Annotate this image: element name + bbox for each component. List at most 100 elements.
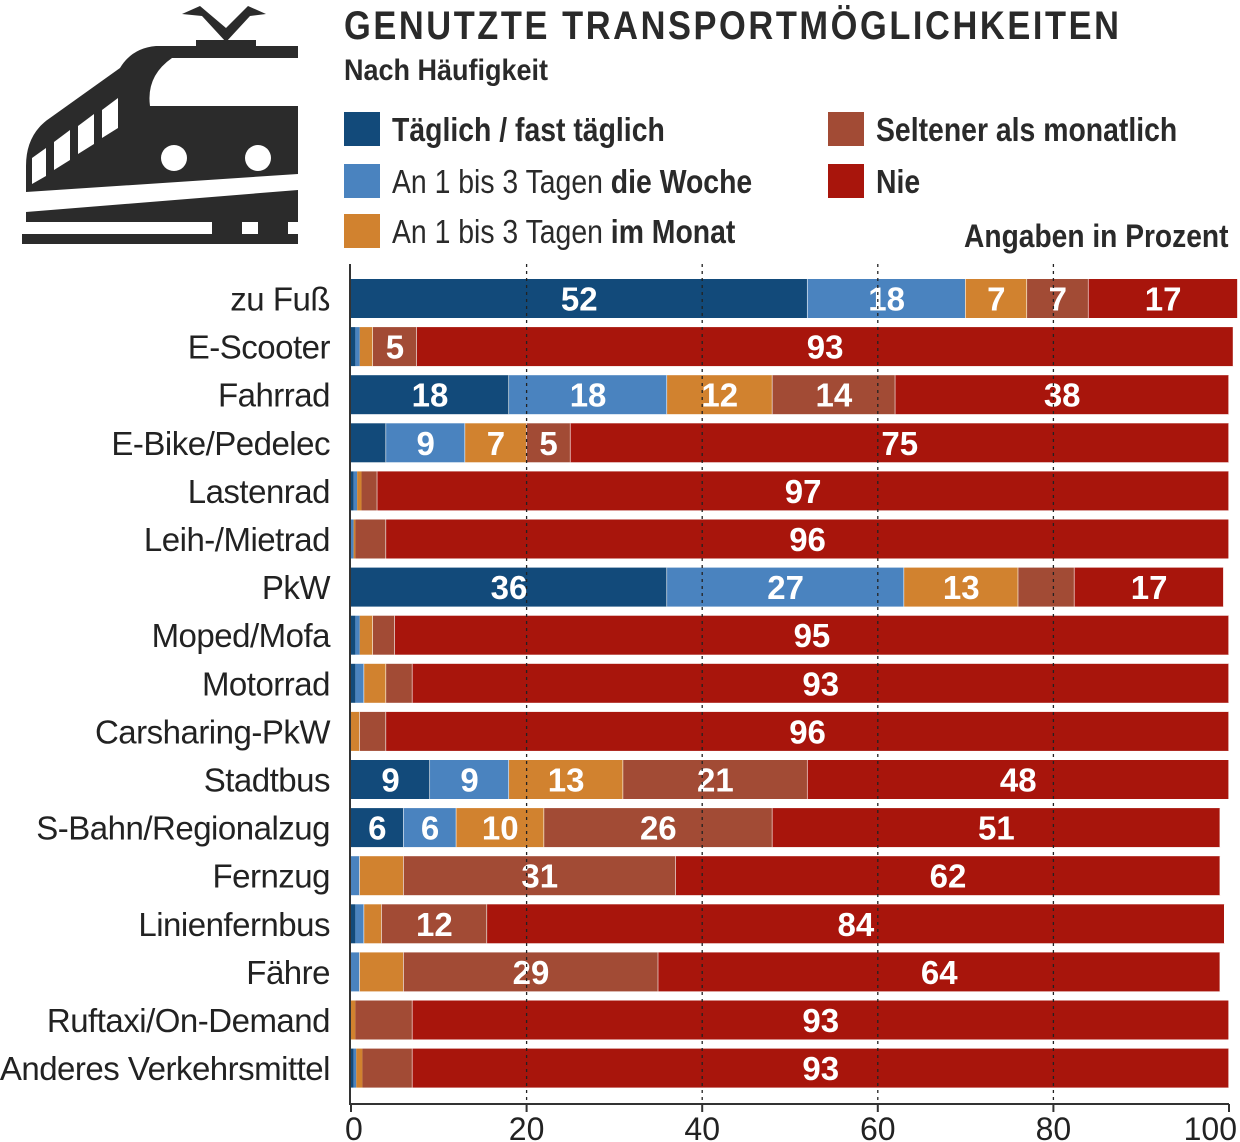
bar-segment (355, 1000, 413, 1040)
bar-segment (386, 663, 413, 703)
bar-segment (351, 375, 510, 415)
bar-segment (355, 327, 360, 367)
data-label: 62 (930, 858, 967, 895)
category-label: Ruftaxi/On-Demand (47, 1002, 330, 1039)
data-label: 13 (943, 569, 980, 606)
bar-segment (430, 760, 510, 799)
bar-segment (412, 1000, 1230, 1040)
bar-segment (351, 327, 356, 367)
x-tick-label: 100 (1184, 1111, 1237, 1142)
data-label: 96 (789, 713, 826, 750)
bar-segment (509, 760, 624, 799)
legend-swatch-rarely (828, 112, 864, 146)
bar-segment (351, 471, 354, 511)
bar-segment (965, 279, 1028, 318)
category-label: Stadtbus (204, 762, 330, 799)
x-tick-label: 20 (509, 1111, 545, 1142)
bar-segment (456, 808, 545, 848)
data-label: 84 (837, 906, 874, 943)
bar-segment (1018, 567, 1075, 607)
bar-segment (351, 760, 431, 799)
bar-segment (1027, 279, 1089, 318)
data-label: 12 (701, 377, 738, 414)
bar-segment (355, 904, 365, 944)
legend-swatch-daily (344, 112, 380, 146)
data-label: 5 (386, 329, 404, 366)
category-label: Moped/Mofa (152, 617, 332, 654)
bar-segment (412, 663, 1230, 703)
bar-segment (465, 423, 527, 463)
bar-segment (351, 279, 808, 318)
bar-segment (658, 952, 1221, 992)
bar-segment (904, 567, 1019, 607)
bar-segment (355, 615, 360, 655)
bar-segment (351, 856, 360, 896)
category-label: Anderes Verkehrsmittel (0, 1050, 330, 1087)
bar-segment (667, 567, 905, 607)
category-label: E-Bike/Pedelec (111, 425, 330, 462)
data-label: 29 (513, 954, 550, 991)
bar-segment (372, 615, 395, 655)
bar-segment (351, 808, 404, 848)
data-label: 12 (416, 906, 453, 943)
category-label: Linienfernbus (138, 906, 330, 943)
train-icon (22, 6, 298, 244)
bar-segment (807, 279, 966, 318)
bar-segment (359, 615, 373, 655)
bar-segment (351, 423, 387, 463)
bar-segment (351, 663, 356, 703)
bar-segment (355, 663, 365, 703)
bar-segment (412, 1048, 1230, 1088)
legend-label-daily: Täglich / fast täglich (392, 111, 665, 148)
bar-segment (416, 327, 1234, 367)
data-label: 75 (881, 425, 918, 462)
data-label: 26 (640, 810, 677, 847)
bar-segment (895, 375, 1229, 415)
bar-segment (357, 471, 362, 511)
bar-segment (353, 471, 358, 511)
category-label: Fahrrad (218, 377, 330, 414)
data-label: 93 (802, 665, 839, 702)
legend-label-never: Nie (876, 163, 921, 200)
data-label: 10 (482, 810, 519, 847)
stacked-bar-chart: zu Fuß 52 18 7 7 17 E-Scooter 5 93 Fahrrad 18 18 12 1… (0, 264, 1239, 1142)
category-label: Lastenrad (188, 473, 330, 510)
bar-segment (1074, 567, 1224, 607)
bar-segment (386, 423, 466, 463)
bar-segment (377, 471, 1230, 511)
data-label: 64 (921, 954, 958, 991)
data-label: 38 (1044, 377, 1081, 414)
data-label: 36 (491, 569, 528, 606)
data-label: 18 (570, 377, 607, 414)
bar-segment (403, 952, 659, 992)
data-label: 7 (987, 281, 1005, 318)
bar-segment (807, 760, 1229, 799)
data-label: 6 (368, 810, 386, 847)
bar-segment (509, 375, 668, 415)
data-label: 52 (561, 281, 598, 318)
data-label: 51 (978, 810, 1015, 847)
category-label: S-Bahn/Regionalzug (36, 810, 330, 847)
bar-segment (772, 375, 896, 415)
data-label: 97 (785, 473, 822, 510)
data-label: 7 (1049, 281, 1067, 318)
x-tick-label: 0 (345, 1111, 363, 1142)
data-label: 14 (816, 377, 853, 414)
category-label: PkW (262, 569, 332, 606)
legend-label-weekly: An 1 bis 3 Tagen die Woche (392, 163, 753, 200)
data-label: 93 (807, 329, 844, 366)
category-label: Motorrad (202, 665, 330, 702)
data-label: 17 (1131, 569, 1168, 606)
bar-segment (351, 711, 360, 751)
bar-segment (372, 327, 417, 367)
data-label: 48 (1000, 762, 1037, 799)
bar-segment (772, 808, 1221, 848)
bar-segment (544, 808, 773, 848)
x-tick-label: 60 (860, 1111, 896, 1142)
bar-segment (353, 1048, 357, 1088)
data-label: 18 (868, 281, 905, 318)
data-label: 13 (548, 762, 585, 799)
bar-segment (359, 856, 404, 896)
x-tick-label: 80 (1036, 1111, 1072, 1142)
bar-segment (623, 760, 808, 799)
